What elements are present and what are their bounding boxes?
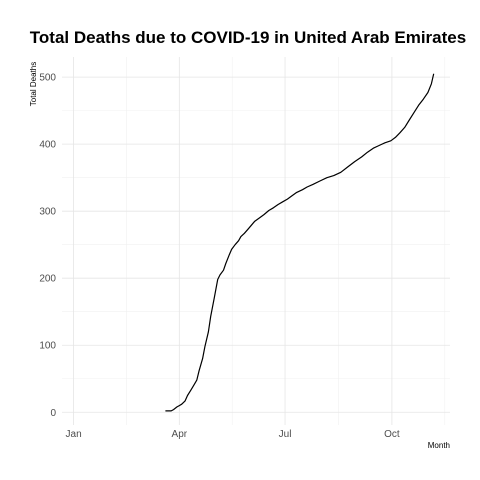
grid	[62, 57, 450, 425]
x-tick-label: Apr	[172, 429, 188, 440]
y-axis-label: Total Deaths	[29, 62, 38, 106]
y-tick-label: 100	[39, 341, 56, 352]
y-tick-label: 300	[39, 207, 56, 218]
x-tick-label: Jan	[66, 429, 82, 440]
x-axis-label: Month	[428, 441, 450, 450]
y-tick-label: 200	[39, 274, 56, 285]
x-tick-label: Oct	[384, 429, 400, 440]
y-tick-label: 500	[39, 73, 56, 84]
total-deaths-line	[165, 73, 435, 412]
y-tick-label: 400	[39, 140, 56, 151]
chart-title: Total Deaths due to COVID-19 in United A…	[30, 28, 466, 47]
x-tick-labels: Jan Apr Jul Oct	[66, 429, 400, 440]
x-tick-label: Jul	[279, 429, 292, 440]
y-tick-label: 0	[50, 408, 56, 419]
y-tick-labels: 0 100 200 300 400 500	[39, 73, 56, 419]
